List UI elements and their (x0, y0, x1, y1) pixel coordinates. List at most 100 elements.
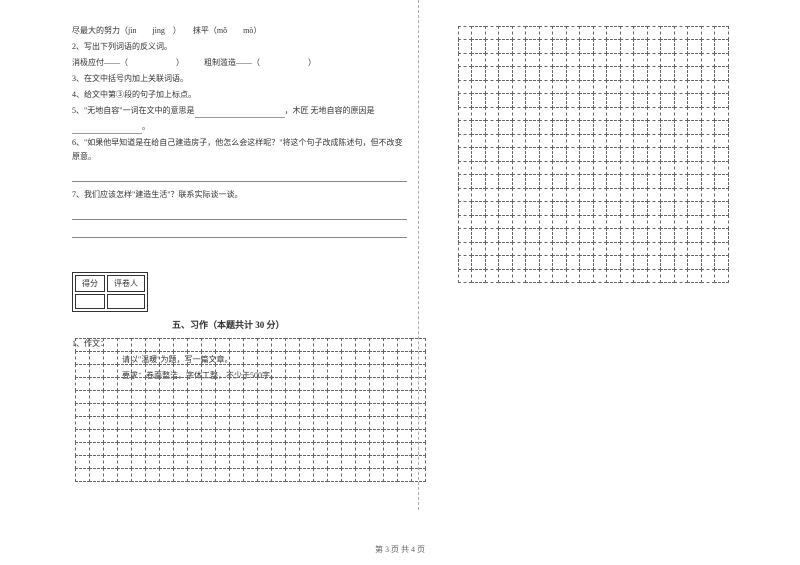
grid-cell (471, 147, 486, 162)
grid-row (75, 364, 455, 377)
grid-cell (512, 242, 527, 257)
grid-cell (75, 455, 90, 469)
grid-cell (552, 66, 567, 81)
grid-cell (674, 201, 689, 216)
grid-cell (458, 80, 473, 95)
grid-row (458, 148, 753, 162)
grid-cell (285, 351, 300, 365)
q4-label: 4、给文中第③段的句子加上标点。 (72, 88, 407, 102)
grid-cell (341, 351, 356, 365)
grid-cell (539, 26, 554, 41)
grid-cell (633, 120, 648, 135)
grid-cell (313, 429, 328, 443)
grid-cell (647, 201, 662, 216)
grid-cell (327, 351, 342, 365)
grid-cell (525, 174, 540, 189)
grid-cell (117, 390, 132, 404)
grid-cell (539, 120, 554, 135)
grid-row (75, 468, 455, 481)
q7-label: 7、我们应该怎样"建造生活"？联系实际谈一谈。 (72, 188, 407, 202)
grid-cell (552, 39, 567, 54)
grid-cell (498, 39, 513, 54)
grid-cell (201, 455, 216, 469)
grid-cell (714, 201, 729, 216)
section5-title: 五、习作（本题共计 30 分） (172, 318, 407, 331)
grid-cell (117, 416, 132, 430)
grid-cell (159, 429, 174, 443)
grid-cell (498, 93, 513, 108)
grid-cell (145, 455, 160, 469)
grid-cell (566, 228, 581, 243)
grid-cell (674, 80, 689, 95)
grid-cell (397, 429, 412, 443)
grid-cell (173, 403, 188, 417)
grid-cell (201, 351, 216, 365)
grid-cell (593, 161, 608, 176)
grid-cell (498, 66, 513, 81)
q6-label: 6、"如果他早知道是在给自己建造房子，他怎么会这样呢？"将这个句子改成陈述句，但… (72, 136, 407, 164)
grid-cell (606, 120, 621, 135)
grid-cell (620, 201, 635, 216)
grid-cell (383, 468, 398, 482)
grid-cell (299, 429, 314, 443)
grid-cell (229, 455, 244, 469)
grid-cell (89, 390, 104, 404)
grid-cell (131, 455, 146, 469)
grid-cell (498, 255, 513, 270)
grid-cell (633, 188, 648, 203)
grid-cell (243, 403, 258, 417)
grid-cell (471, 242, 486, 257)
grid-cell (525, 107, 540, 122)
grid-cell (458, 147, 473, 162)
grid-cell (687, 201, 702, 216)
grid-cell (471, 174, 486, 189)
grid-cell (485, 174, 500, 189)
grid-cell (687, 147, 702, 162)
grid-cell (201, 403, 216, 417)
grid-cell (187, 338, 202, 352)
grid-cell (131, 416, 146, 430)
grid-cell (257, 377, 272, 391)
grid-cell (173, 351, 188, 365)
grid-cell (257, 351, 272, 365)
grid-row (458, 215, 753, 229)
grid-cell (660, 134, 675, 149)
grid-cell (89, 377, 104, 391)
grid-cell (606, 39, 621, 54)
grid-row (458, 161, 753, 175)
grid-cell (566, 188, 581, 203)
grid-cell (159, 364, 174, 378)
grid-cell (299, 468, 314, 482)
grid-cell (397, 338, 412, 352)
grid-cell (75, 429, 90, 443)
q3-label: 3、在文中括号内加上关联词语。 (72, 72, 407, 86)
grid-cell (539, 255, 554, 270)
grid-cell (674, 255, 689, 270)
grid-cell (512, 26, 527, 41)
grid-cell (512, 215, 527, 230)
grid-cell (355, 429, 370, 443)
grid-cell (458, 255, 473, 270)
grid-row (458, 175, 753, 189)
grid-cell (103, 338, 118, 352)
grid-cell (471, 215, 486, 230)
grid-cell (103, 442, 118, 456)
grid-cell (660, 147, 675, 162)
grid-cell (660, 66, 675, 81)
grid-cell (411, 351, 426, 365)
grid-cell (579, 188, 594, 203)
grid-cell (566, 255, 581, 270)
grid-cell (539, 174, 554, 189)
grid-cell (243, 377, 258, 391)
grid-cell (285, 468, 300, 482)
grid-cell (229, 338, 244, 352)
grid-cell (485, 66, 500, 81)
grid-cell (458, 93, 473, 108)
grid-cell (714, 80, 729, 95)
grid-cell (369, 429, 384, 443)
grid-cell (620, 120, 635, 135)
grid-cell (701, 255, 716, 270)
grid-cell (660, 161, 675, 176)
grid-cell (687, 228, 702, 243)
grid-cell (397, 403, 412, 417)
